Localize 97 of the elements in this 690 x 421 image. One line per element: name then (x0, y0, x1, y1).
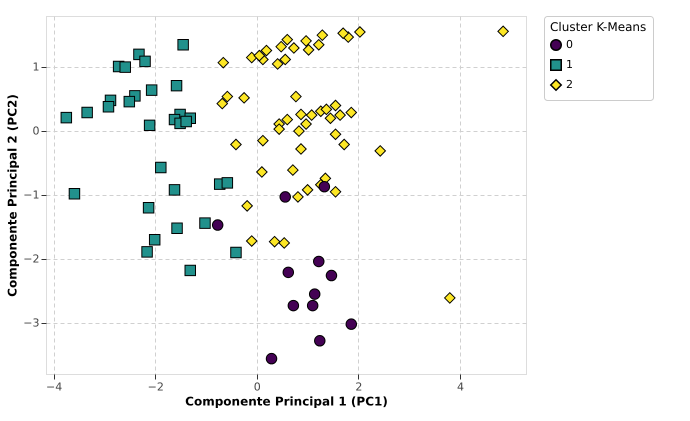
point (256, 166, 268, 178)
point (142, 202, 154, 214)
point (155, 162, 167, 174)
point (119, 61, 131, 73)
point (300, 118, 312, 130)
point (497, 26, 509, 38)
point (293, 125, 305, 137)
point (260, 44, 272, 56)
point (218, 56, 230, 68)
legend-label: 0 (566, 38, 573, 51)
point (199, 217, 211, 229)
point (60, 112, 72, 124)
point (171, 222, 183, 234)
point (318, 180, 330, 192)
point (278, 237, 290, 249)
point (266, 352, 278, 364)
point (330, 100, 342, 112)
point (230, 138, 242, 150)
point (302, 184, 314, 196)
point (238, 92, 250, 104)
point (257, 134, 269, 146)
point (444, 292, 456, 304)
point (212, 219, 224, 231)
point (316, 29, 328, 41)
point (354, 26, 366, 38)
point (338, 138, 350, 150)
point (279, 191, 291, 203)
point (272, 58, 284, 70)
point (141, 246, 153, 258)
x-tick-label: 0 (254, 380, 261, 394)
point (273, 123, 285, 135)
point (222, 177, 234, 189)
point (308, 288, 320, 300)
point (282, 114, 294, 126)
point (288, 42, 300, 54)
point (68, 188, 80, 200)
point (148, 234, 160, 246)
y-tick-label: −2 (23, 252, 40, 266)
point (346, 318, 358, 330)
y-tick-label: −1 (23, 188, 40, 202)
point (216, 98, 228, 110)
point (230, 246, 242, 258)
point (300, 35, 312, 47)
x-tick-label: −2 (148, 380, 164, 394)
point (102, 101, 114, 113)
legend-label: 1 (566, 58, 573, 71)
legend-label: 2 (566, 78, 573, 91)
y-tick-label: 0 (32, 124, 40, 138)
x-axis-title: Componente Principal 1 (PC1) (185, 394, 388, 408)
y-tick-label: 1 (32, 60, 40, 74)
point (302, 44, 314, 56)
point (330, 128, 342, 140)
point (295, 143, 307, 155)
point (170, 80, 182, 92)
point (313, 256, 325, 268)
point (306, 300, 318, 312)
point (326, 270, 338, 282)
point (254, 50, 266, 62)
x-tick-label: 4 (456, 380, 464, 394)
point (295, 108, 307, 120)
y-axis-title: Componente Principal 2 (PC2) (5, 94, 20, 297)
point (168, 184, 180, 196)
point (288, 300, 300, 312)
legend-title: Cluster K-Means (550, 20, 646, 34)
point (282, 34, 294, 46)
point (282, 266, 294, 278)
point (279, 54, 291, 66)
point (124, 96, 136, 108)
point (146, 84, 158, 96)
x-tick-label: −4 (46, 380, 62, 394)
point (320, 104, 332, 116)
point (177, 39, 189, 51)
point (313, 39, 325, 51)
point (184, 264, 196, 276)
point (275, 40, 287, 52)
point (287, 164, 299, 176)
point (346, 106, 358, 118)
point (374, 145, 386, 157)
point (314, 335, 326, 346)
point (337, 28, 349, 40)
point (292, 191, 304, 203)
point (334, 109, 346, 121)
point (324, 112, 336, 124)
y-tick-label: −3 (23, 316, 40, 330)
point (306, 109, 318, 121)
point (290, 90, 302, 102)
point (81, 106, 93, 118)
point (246, 52, 258, 64)
point (268, 236, 280, 248)
point (144, 120, 156, 132)
point (330, 186, 342, 198)
point (246, 235, 258, 247)
point (139, 56, 151, 68)
point (241, 200, 253, 212)
point (180, 116, 192, 128)
point (222, 90, 234, 102)
x-tick-label: 2 (355, 380, 362, 394)
